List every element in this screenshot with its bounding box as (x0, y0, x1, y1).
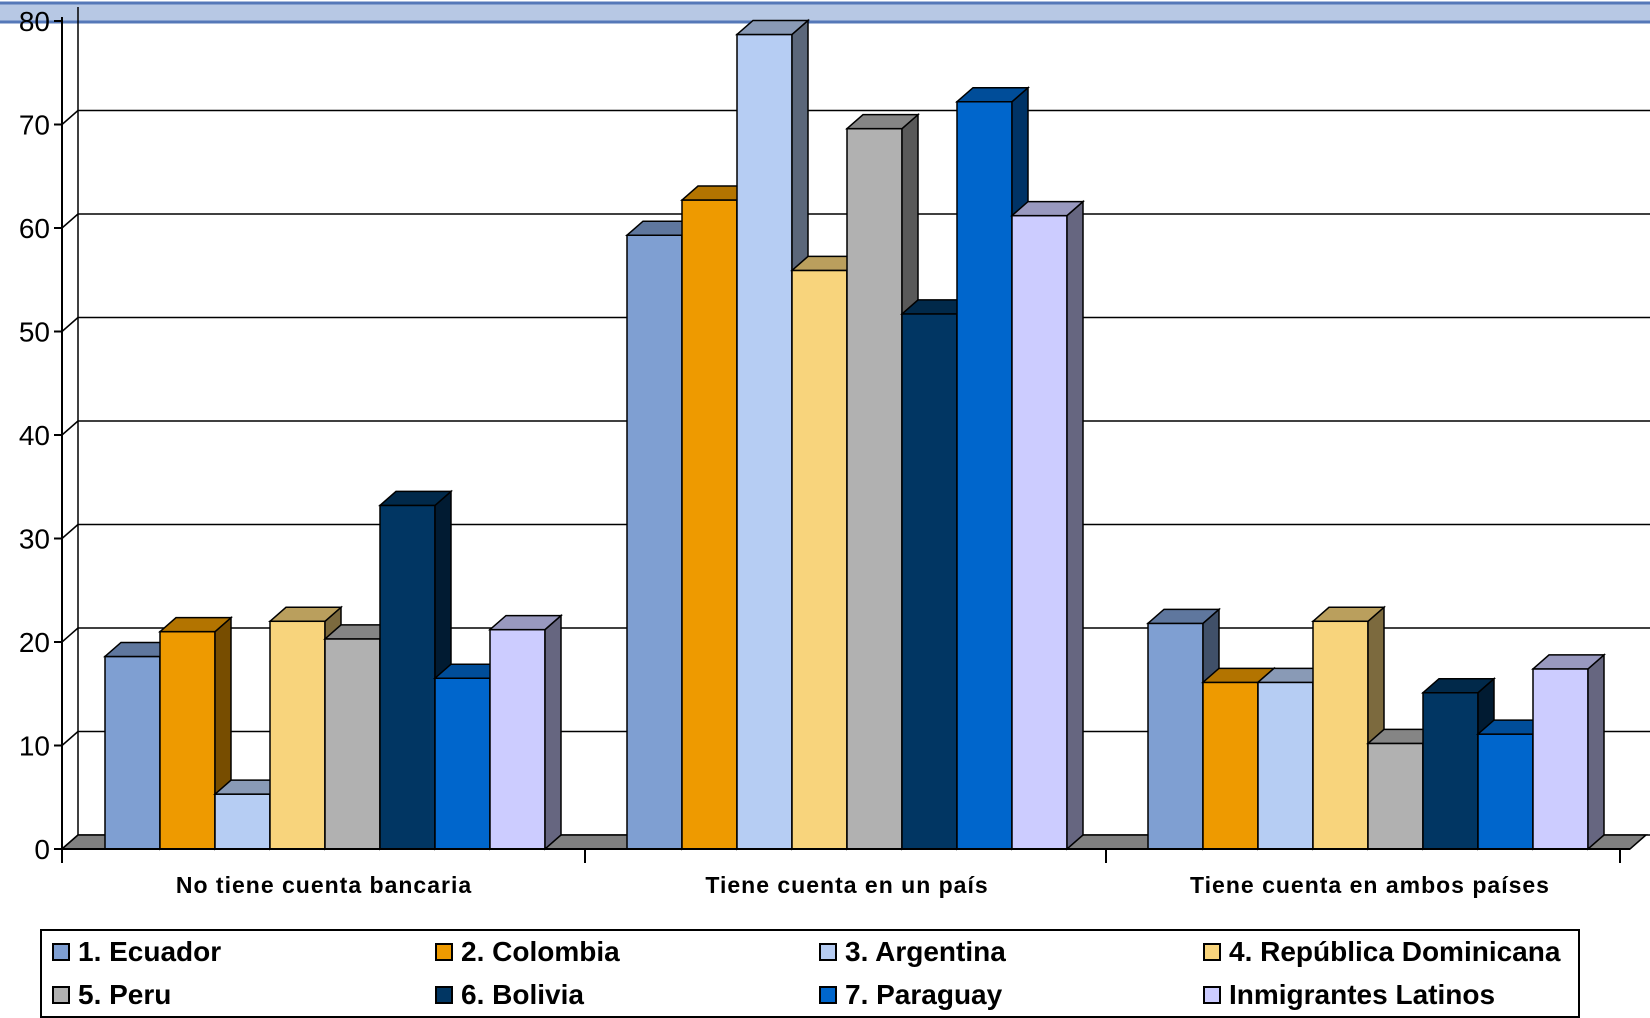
legend-label: 7. Paraguay (845, 979, 1003, 1010)
y-tick-label: 30 (19, 524, 50, 555)
bar (1146, 607, 1221, 851)
bar (1366, 727, 1441, 851)
bar-front (626, 234, 683, 850)
legend-swatch (52, 943, 70, 961)
bar-front (434, 677, 491, 850)
y-tick-label: 80 (19, 6, 50, 37)
y-tick-label: 0 (34, 834, 50, 865)
bars (103, 18, 1606, 851)
bar-top (158, 616, 233, 633)
bar-top (845, 113, 920, 130)
bar-top (1531, 654, 1606, 670)
bar-front (324, 638, 381, 850)
bar-front (489, 628, 546, 850)
legend: 1. Ecuador 2. Colombia 3. Argentina 4. Repú… (40, 929, 1580, 1018)
bar-front (1202, 681, 1259, 850)
bar-front (956, 100, 1013, 850)
y-tick-label: 20 (19, 627, 50, 658)
legend-swatch (1203, 986, 1221, 1004)
bar-front (901, 313, 958, 850)
gridline-side (61, 213, 79, 229)
gridline-side (61, 627, 79, 643)
bar-front (269, 620, 326, 850)
legend-swatch (52, 986, 70, 1004)
legend-swatch (819, 943, 837, 961)
legend-item: 1. Ecuador (52, 934, 221, 970)
bar-front (1422, 691, 1479, 850)
axis-labels: 0 10 20 30 40 50 60 70 80 No tiene cuenta bancari… (19, 6, 1550, 898)
bar-front (736, 33, 793, 850)
gridline-side (61, 316, 79, 333)
bar-top (735, 19, 810, 36)
bar-front (214, 793, 271, 850)
legend-item: 5. Peru (52, 977, 171, 1013)
legend-item: 4. República Dominicana (1203, 934, 1560, 970)
bar-front (846, 127, 903, 850)
bar-side (1587, 653, 1605, 851)
bar-front (379, 504, 436, 850)
legend-label: 4. República Dominicana (1229, 936, 1561, 967)
legend-item: 2. Colombia (435, 934, 620, 970)
bar-front (1312, 620, 1369, 850)
legend-swatch (435, 986, 453, 1004)
bar-top (1311, 606, 1386, 623)
legend-label: 2. Colombia (461, 936, 620, 967)
bar-front (1011, 214, 1068, 850)
legend-label: 3. Argentina (845, 936, 1006, 967)
bar-front (791, 269, 848, 850)
legend-item: 7. Paraguay (819, 977, 1002, 1013)
legend-label: Inmigrantes Latinos (1229, 979, 1496, 1010)
y-tick-label: 70 (19, 110, 50, 141)
bar-front (1532, 668, 1589, 850)
legend-item: 6. Bolivia (435, 977, 584, 1013)
bar-front (104, 655, 161, 850)
x-tick-label: Tiene cuenta en un país (705, 872, 988, 898)
bar-top (378, 490, 453, 507)
y-tick-label: 40 (19, 420, 50, 451)
legend-swatch (1203, 943, 1221, 961)
legend-label: 1. Ecuador (78, 936, 222, 967)
y-tick-label: 50 (19, 317, 50, 348)
bar-front (1477, 733, 1534, 850)
top-band (0, 3, 1650, 23)
legend-label: 5. Peru (78, 979, 172, 1010)
bar-top (1010, 200, 1085, 217)
bar-front (159, 630, 216, 850)
legend-swatch (819, 986, 837, 1004)
legend-item: Inmigrantes Latinos (1203, 977, 1495, 1013)
x-tick-label: No tiene cuenta bancaria (176, 872, 472, 898)
legend-item: 3. Argentina (819, 934, 1006, 970)
bar-top (955, 86, 1030, 103)
bar (1311, 605, 1386, 851)
bar-front (1147, 622, 1204, 850)
gridline-side (61, 523, 79, 540)
bar (488, 613, 563, 851)
gridline-side (61, 730, 79, 747)
bar-top (268, 606, 343, 623)
bar-chart: 0 10 20 30 40 50 60 70 80 No tiene cuenta bancari… (0, 1, 1650, 898)
bar-top (1421, 677, 1496, 694)
gridline-side (61, 109, 79, 126)
bar-front (1367, 742, 1424, 850)
bar-top (1146, 608, 1221, 625)
x-tick-label: Tiene cuenta en ambos países (1190, 872, 1550, 898)
bar-side (544, 613, 562, 851)
axes (54, 17, 1630, 863)
bar-side (1066, 199, 1084, 851)
bar (1531, 653, 1606, 851)
bar-top (488, 614, 563, 631)
legend-label: 6. Bolivia (461, 979, 584, 1010)
gridline-side (61, 420, 79, 436)
bar (1010, 199, 1085, 851)
bar-front (1257, 681, 1314, 850)
bar-front (681, 199, 738, 850)
y-tick-label: 60 (19, 213, 50, 244)
legend-swatch (435, 943, 453, 961)
y-tick-label: 10 (19, 731, 50, 762)
